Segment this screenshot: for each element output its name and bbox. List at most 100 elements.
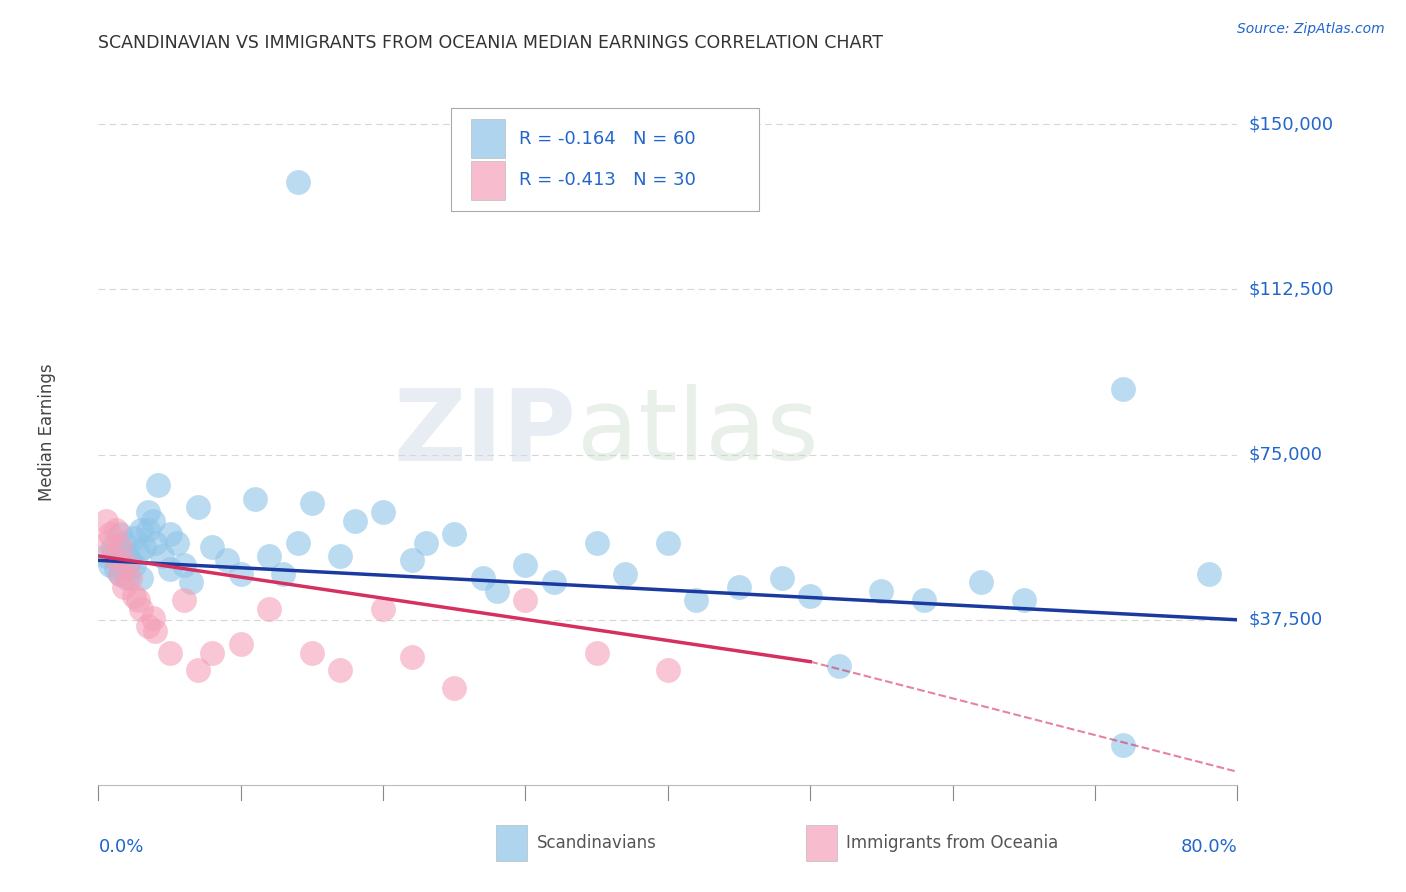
Point [912,593,935,607]
Point [101,540,124,554]
Point [94,549,117,563]
FancyBboxPatch shape [451,109,759,211]
Point [1198,566,1220,581]
Point [145,624,167,638]
Point [329,664,352,678]
Text: $112,500: $112,500 [1249,280,1334,299]
Point [373,601,395,615]
Point [415,535,437,549]
Point [229,637,252,651]
Point [118,571,141,585]
Point [141,514,163,528]
Point [1012,593,1035,607]
Point [215,553,238,567]
Point [173,593,195,607]
Text: 80.0%: 80.0% [1181,838,1237,855]
Point [173,558,195,572]
Point [136,619,159,633]
Point [108,527,131,541]
Point [259,549,281,563]
Text: 0.0%: 0.0% [98,838,143,855]
Point [159,527,181,541]
Point [96,535,118,549]
Point [443,527,465,541]
Text: R = -0.164   N = 60: R = -0.164 N = 60 [519,129,696,148]
Text: SCANDINAVIAN VS IMMIGRANTS FROM OCEANIA MEDIAN EARNINGS CORRELATION CHART: SCANDINAVIAN VS IMMIGRANTS FROM OCEANIA … [98,34,883,52]
Point [145,535,167,549]
Point [259,601,281,615]
Point [229,566,252,581]
Point [443,681,465,695]
Point [614,566,637,581]
Text: ZIP: ZIP [394,384,576,481]
Point [201,646,224,660]
Point [108,540,131,554]
Point [770,571,793,585]
Point [141,610,163,624]
Point [287,535,309,549]
Point [828,659,851,673]
Point [108,566,131,581]
Point [585,646,607,660]
Point [685,593,707,607]
Point [122,558,145,572]
Point [129,523,152,537]
Point [112,535,135,549]
Point [132,540,155,554]
Point [799,589,821,603]
Point [187,664,209,678]
Text: $150,000: $150,000 [1249,115,1333,133]
Point [159,646,181,660]
Point [159,562,181,576]
Point [486,584,509,599]
Point [148,478,170,492]
Point [129,601,152,615]
Point [166,535,188,549]
Point [115,571,138,585]
Point [471,571,494,585]
Point [870,584,893,599]
Point [1112,382,1135,396]
Point [657,664,679,678]
Point [118,553,141,567]
Text: Scandinavians: Scandinavians [537,834,657,852]
Bar [471,161,505,200]
Point [287,175,309,189]
Point [98,558,121,572]
Point [585,535,607,549]
Point [180,575,202,590]
Point [136,505,159,519]
Point [329,549,352,563]
Point [401,553,423,567]
Point [108,566,131,581]
Point [122,589,145,603]
Point [515,558,537,572]
Point [543,575,565,590]
Point [301,646,323,660]
Text: $37,500: $37,500 [1249,611,1323,629]
Bar [471,120,505,158]
Text: Source: ZipAtlas.com: Source: ZipAtlas.com [1237,22,1385,37]
Point [401,650,423,665]
Point [127,544,149,558]
Point [201,540,224,554]
Text: R = -0.413   N = 30: R = -0.413 N = 30 [519,171,696,189]
Point [115,549,138,563]
Point [301,496,323,510]
Point [515,593,537,607]
Point [728,580,751,594]
Point [115,558,138,572]
Text: atlas: atlas [576,384,818,481]
Point [657,535,679,549]
Point [343,514,366,528]
Point [243,491,266,506]
Text: $75,000: $75,000 [1249,446,1323,464]
Point [104,562,127,576]
Point [94,514,117,528]
Text: Median Earnings: Median Earnings [38,364,56,501]
Point [127,593,149,607]
Point [1112,739,1135,753]
Text: Immigrants from Oceania: Immigrants from Oceania [846,834,1059,852]
Point [112,580,135,594]
Point [152,549,174,563]
